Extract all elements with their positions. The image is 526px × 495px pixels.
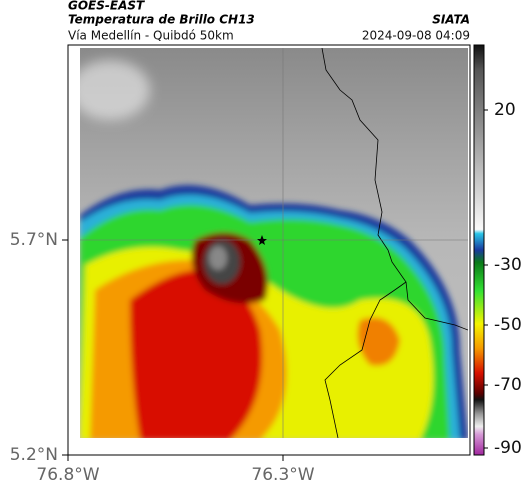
latitude-label: 5.7°N [10,230,58,250]
location-star [257,235,267,245]
colorbar-tick-label: -50 [494,315,522,335]
longitude-label: 76.3°W [251,465,314,485]
product-title: Temperatura de Brillo CH13 [68,13,255,27]
route: Vía Medellín - Quibdó 50km [68,29,234,43]
colorbar-tick-label: -70 [494,375,522,395]
colorbar-tick-label: 20 [494,100,516,120]
source: SIATA [432,13,470,27]
colorbar [473,44,485,456]
latitude-label: 5.2°N [10,445,58,465]
timestamp: 2024-09-08 04:09 [362,29,470,43]
satellite-name: GOES-EAST [68,0,145,13]
longitude-label: 76.8°W [36,465,99,485]
map-frame [67,44,471,456]
satellite-image [80,48,468,438]
colorbar-tick-label: -30 [494,255,522,275]
colorbar-tick-label: -90 [494,438,522,458]
